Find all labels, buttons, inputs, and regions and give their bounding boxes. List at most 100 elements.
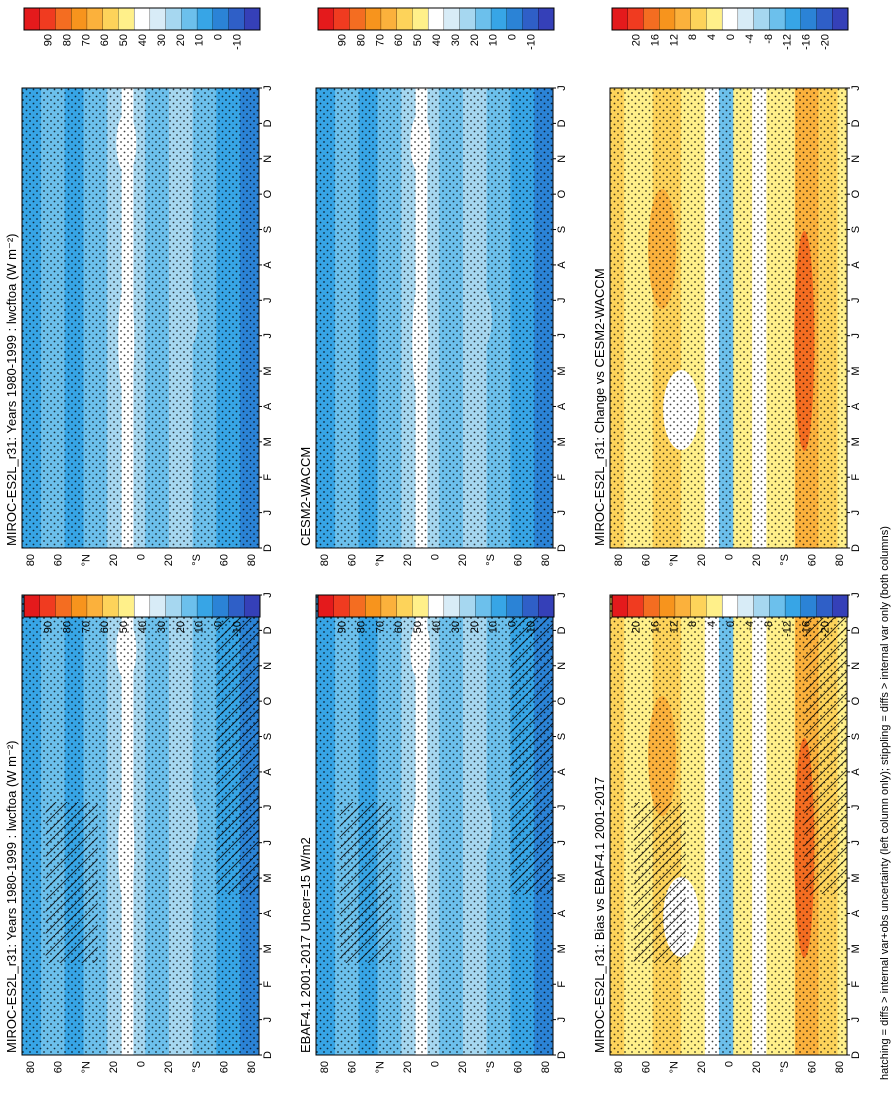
colorbar-swatch: [133, 594, 151, 618]
colorbar-label: 80: [61, 34, 73, 46]
month-tick-label: D: [556, 1051, 568, 1059]
colorbar-swatch: [753, 7, 770, 31]
month-tick-label: A: [556, 768, 568, 776]
month-tick-label: O: [262, 696, 274, 705]
colorbar-swatch: [39, 7, 56, 31]
lat-tick-label: 20: [457, 554, 469, 566]
lat-tick-label: 20: [163, 554, 175, 566]
colorbar-swatch: [118, 594, 135, 618]
month-tick-label: D: [850, 626, 862, 634]
lat-tick-label: 80: [246, 554, 258, 566]
colorbar-swatch: [181, 594, 198, 618]
colorbar: 90 80 70 60 50 40 30 20 10 0 -10: [23, 594, 261, 637]
colorbar-label: 90: [43, 621, 55, 633]
lat-tick-label: 60: [512, 554, 524, 566]
hatching: [339, 802, 392, 963]
month-tick-label: J: [556, 298, 568, 304]
colorbar-swatch: [490, 7, 508, 31]
month-tick-label: M: [556, 366, 568, 375]
month-tick-label: J: [556, 333, 568, 339]
colorbar-label: 30: [156, 621, 168, 633]
month-tick-label: J: [556, 592, 568, 598]
colorbar-swatch: [244, 594, 261, 618]
colorbar-label: 70: [80, 34, 92, 46]
month-tick-label: S: [262, 733, 274, 740]
lat-tick-label: 60: [347, 1061, 359, 1073]
colorbar-label: -10: [231, 34, 243, 50]
colorbar-frame: [317, 594, 555, 618]
month-tick-label: N: [262, 662, 274, 670]
month-tick-label: O: [556, 696, 568, 705]
colorbar-label: 40: [431, 621, 443, 633]
colorbar-swatch: [86, 7, 104, 31]
month-tick-label: D: [556, 626, 568, 634]
colorbar-label: 12: [668, 621, 680, 633]
lat-tick-label: 60: [218, 1061, 230, 1073]
lat-tick-label: °S: [191, 1061, 203, 1073]
colorbar-frame: [23, 594, 261, 618]
month-tick-label: J: [556, 805, 568, 811]
colorbar-swatch: [365, 7, 382, 31]
panel-title: MIROC-ES2L_r31: Change vs CESM2-WACCM: [592, 268, 607, 546]
panel-p2: EBAF4.1 2001-2017 Uncer=15 W/m2 D J F M A M J J A…: [298, 592, 568, 1073]
month-tick-label: J: [556, 510, 568, 516]
colorbar-swatch: [784, 7, 802, 31]
month-tick-label: D: [850, 544, 862, 552]
colorbar-frame: [23, 7, 261, 31]
colorbar-swatch: [475, 7, 492, 31]
lat-tick-label: °N: [80, 554, 92, 566]
colorbar-label: 30: [450, 34, 462, 46]
colorbar: 90 80 70 60 50 40 30 20 10 0 -10: [23, 7, 261, 50]
colorbar-swatch: [71, 594, 88, 618]
colorbar-label: 8: [687, 621, 699, 627]
colorbar-label: 60: [393, 621, 405, 633]
colorbar: 90 80 70 60 50 40 30 20 10 0 -10: [317, 594, 555, 637]
colorbar-label: -8: [763, 621, 775, 631]
panel-p5: CESM2-WACCM D J F M A M J J A S O N D J 80 60 °N 20 0 20 °S 60…: [298, 85, 568, 566]
colorbar-swatch: [721, 594, 739, 618]
colorbar-frame: [611, 7, 849, 31]
colorbar-swatch: [506, 594, 523, 618]
month-tick-label: D: [850, 119, 862, 127]
panel-title: EBAF4.1 2001-2017 Uncer=15 W/m2: [298, 837, 313, 1053]
colorbar-swatch: [611, 594, 629, 618]
colorbar-swatch: [674, 594, 692, 618]
colorbar-swatch: [165, 7, 182, 31]
colorbar-label: 10: [488, 621, 500, 633]
colorbar-label: 50: [118, 621, 130, 633]
panel-title: MIROC-ES2L_r31: Years 1980-1999 : lwcfto…: [4, 234, 19, 546]
colorbar-label: -8: [763, 34, 775, 44]
month-tick-label: A: [850, 768, 862, 776]
colorbar-swatch: [412, 7, 429, 31]
colorbar-swatch: [349, 594, 366, 618]
colorbar-label: -10: [525, 621, 537, 637]
month-tick-label: J: [850, 840, 862, 846]
colorbar-label: 0: [507, 34, 519, 40]
colorbar-swatch: [643, 7, 660, 31]
month-tick-label: M: [850, 944, 862, 953]
lat-tick-label: 20: [751, 554, 763, 566]
month-tick-label: J: [262, 592, 274, 598]
month-tick-label: F: [262, 981, 274, 988]
lat-tick-label: 0: [724, 554, 736, 560]
month-tick-label: M: [556, 873, 568, 882]
month-tick-label: N: [262, 155, 274, 163]
lat-tick-label: 80: [613, 554, 625, 566]
panel-p4: MIROC-ES2L_r31: Years 1980-1999 : lwcfto…: [4, 85, 274, 566]
colorbar-swatch: [39, 594, 56, 618]
lat-tick-label: 0: [136, 1061, 148, 1067]
month-tick-label: D: [556, 119, 568, 127]
colorbar-swatch: [816, 7, 833, 31]
panel-title: CESM2-WACCM: [298, 447, 313, 546]
month-tick-label: F: [262, 474, 274, 481]
panel-p3: MIROC-ES2L_r31: Bias vs EBAF4.1 2001-201…: [592, 592, 862, 1073]
month-tick-label: J: [850, 85, 862, 91]
colorbar-label: 20: [469, 621, 481, 633]
month-tick-label: S: [262, 226, 274, 233]
lat-tick-label: °S: [779, 1061, 791, 1073]
panel-title: MIROC-ES2L_r31: Bias vs EBAF4.1 2001-201…: [592, 777, 607, 1053]
month-tick-label: S: [556, 226, 568, 233]
month-tick-label: J: [262, 840, 274, 846]
colorbar-label: 80: [355, 34, 367, 46]
